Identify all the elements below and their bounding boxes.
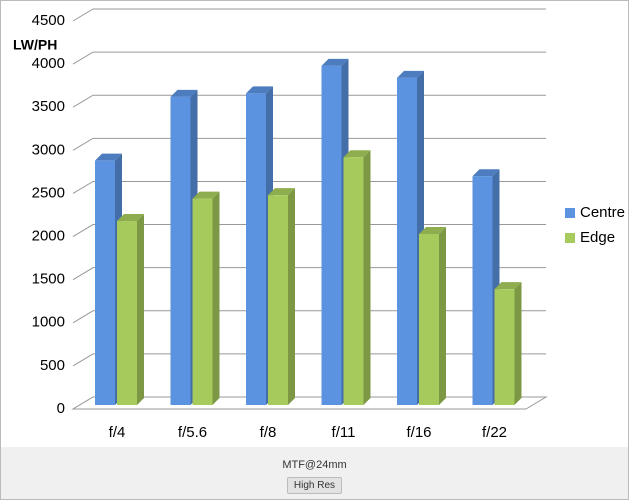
bar-front [472,176,493,405]
grid-line [72,94,546,108]
x-tick-label: f/11 [332,424,356,441]
y-tick-label: 4000 [32,55,65,72]
bar-top [419,226,446,234]
footer: MTF@24mm High Res [1,447,628,499]
bar [343,150,371,405]
grid-line [72,353,546,367]
bar-top [343,150,371,158]
bar-top [397,70,424,78]
y-tick-label: 1000 [32,314,65,331]
y-tick-label: 4500 [32,12,65,29]
bar [494,282,522,405]
x-tick-label: f/16 [406,424,431,441]
caption: MTF@24mm [282,459,347,471]
legend-swatch [565,208,575,218]
bar [192,191,220,405]
bar-top [95,153,122,161]
legend-label: Centre [580,204,625,221]
grid-line [72,310,546,324]
bar-side [439,226,446,405]
bar-front [246,93,266,405]
y-tick-label: 3000 [32,141,65,158]
bar-top [246,86,273,94]
bar-front [268,195,288,405]
legend-swatch [565,233,575,243]
grid-line [72,137,546,151]
x-tick-label: f/4 [109,424,126,441]
bar-side [363,150,371,405]
bar-side [137,214,144,405]
y-tick-label: 3500 [32,98,65,115]
legend-label: Edge [580,229,615,246]
bar-top [117,214,144,222]
bar-front [397,77,417,405]
bar-front [343,157,364,405]
bar-top [268,188,295,196]
bar [268,188,295,405]
x-tick-label: f/22 [482,424,507,441]
bar-top [170,89,198,97]
x-tick-label: f/8 [260,424,277,441]
bar [472,169,500,405]
bar [117,214,144,405]
y-axis-label: LW/PH [13,37,57,53]
bar-top [321,58,349,66]
bar-front [170,96,191,406]
y-tick-label: 500 [40,357,65,374]
y-tick-label: 0 [57,400,65,417]
bar-front [117,221,137,405]
grid-line [72,224,546,237]
grid-line [72,51,546,65]
y-tick-label: 2000 [32,228,65,245]
grid-line [72,8,546,22]
chart: LW/PH 0 500 1000 1500 2000 2500 3000 3500 4000 45… [13,8,625,441]
bar-front [321,65,342,405]
bar-front [419,233,439,405]
bar-top [192,191,220,199]
y-tick-label: 1500 [32,271,65,288]
y-tick-label: 2500 [32,184,65,201]
bar-side [212,191,220,405]
grid-line [72,267,546,281]
bar-side [288,188,295,405]
bar-top [494,282,522,290]
bar-front [494,289,515,405]
bar-side [514,282,522,405]
x-tick-label: f/5.6 [178,424,207,441]
grid-line [72,180,546,194]
bar [419,226,446,405]
bar-top [472,169,500,177]
bar-front [95,160,115,405]
bar-front [192,198,213,405]
high-res-button[interactable]: High Res [286,477,343,494]
